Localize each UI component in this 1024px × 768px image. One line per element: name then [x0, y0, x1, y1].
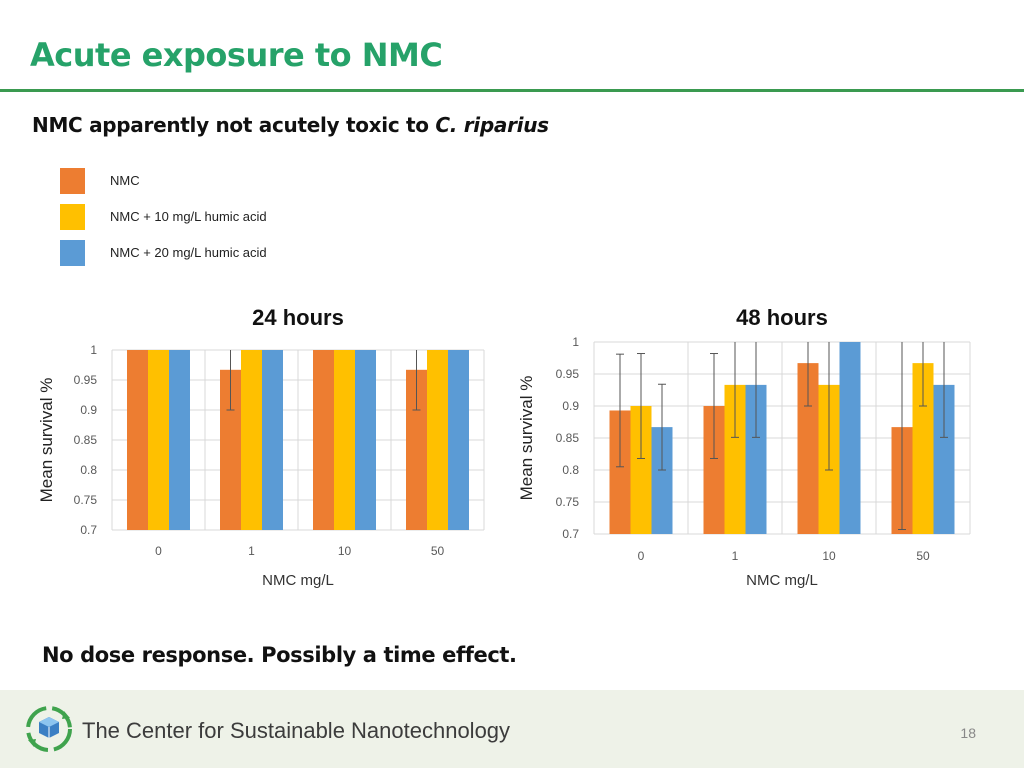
x-category-label: 50	[916, 549, 930, 563]
bar	[797, 363, 819, 534]
slide-subtitle: NMC apparently not acutely toxic to C. r…	[32, 113, 549, 137]
bar	[839, 342, 861, 534]
chart-title: 48 hours	[736, 305, 828, 330]
legend-swatch-nmc	[60, 168, 85, 194]
y-axis-label: Mean survival %	[517, 376, 536, 501]
bar	[334, 350, 355, 530]
sustainable-nanotech-logo-icon	[26, 706, 72, 752]
x-category-label: 50	[431, 544, 445, 558]
legend-item-nmc-10-humic: NMC + 10 mg/L humic acid	[60, 204, 380, 230]
subtitle-species: C. riparius	[435, 113, 549, 137]
x-axis-label: NMC mg/L	[262, 572, 334, 589]
bar	[609, 410, 631, 534]
x-category-label: 1	[732, 549, 739, 563]
y-tick-label: 0.9	[80, 403, 97, 417]
y-tick-label: 0.8	[80, 463, 97, 477]
y-tick-label: 1	[572, 335, 579, 349]
y-tick-label: 0.7	[80, 523, 97, 537]
y-tick-label: 0.95	[556, 367, 580, 381]
bar	[448, 350, 469, 530]
y-tick-label: 0.9	[562, 399, 579, 413]
x-category-label: 10	[822, 549, 836, 563]
bar	[912, 363, 934, 534]
x-category-label: 10	[338, 544, 352, 558]
y-tick-label: 1	[90, 343, 97, 357]
bar	[148, 350, 169, 530]
bar	[427, 350, 448, 530]
bar	[169, 350, 190, 530]
legend-label-nmc-20-humic: NMC + 20 mg/L humic acid	[110, 245, 267, 260]
x-category-label: 1	[248, 544, 255, 558]
legend-swatch-nmc-10-humic	[60, 204, 85, 230]
x-axis-label: NMC mg/L	[746, 572, 818, 589]
bar	[933, 384, 955, 534]
legend-swatch-nmc-20-humic	[60, 240, 85, 266]
slide-title: Acute exposure to NMC	[30, 36, 443, 74]
bar	[406, 369, 427, 530]
y-axis-label: Mean survival %	[37, 378, 56, 503]
y-tick-label: 0.7	[562, 527, 579, 541]
footer-bar: The Center for Sustainable Nanotechnolog…	[0, 690, 1024, 768]
chart-24-hours: 24 hours 0.7 0.75 0.8 0.85 0.9 0.95 1 0 1 10 50 NMC …	[0, 295, 500, 595]
y-tick-label: 0.75	[556, 495, 580, 509]
bar	[703, 406, 725, 534]
bar	[355, 350, 376, 530]
bar	[745, 384, 767, 534]
title-divider	[0, 89, 1024, 92]
bar	[630, 406, 652, 534]
y-tick-label: 0.85	[74, 433, 98, 447]
legend-item-nmc-20-humic: NMC + 20 mg/L humic acid	[60, 240, 380, 266]
legend-label-nmc: NMC	[110, 173, 140, 188]
legend-item-nmc: NMC	[60, 168, 380, 194]
y-tick-label: 0.75	[74, 493, 98, 507]
bar	[313, 350, 334, 530]
footer-organization-name: The Center for Sustainable Nanotechnolog…	[82, 718, 511, 743]
page-number: 18	[960, 725, 976, 741]
conclusion-text: No dose response. Possibly a time effect…	[42, 643, 517, 667]
bar	[241, 350, 262, 530]
bar	[220, 369, 241, 530]
bar	[262, 350, 283, 530]
chart-title: 24 hours	[252, 305, 344, 330]
y-tick-label: 0.8	[562, 463, 579, 477]
bar	[724, 384, 746, 534]
bar	[127, 350, 148, 530]
bar	[651, 427, 673, 534]
x-category-label: 0	[638, 549, 645, 563]
subtitle-text: NMC apparently not acutely toxic to	[32, 113, 436, 137]
chart-48-hours: 48 hours 0.7 0.75 0.8 0.85 0.9 0.95 1 0 1 10 50 NMC …	[500, 295, 1000, 595]
y-tick-label: 0.85	[556, 431, 580, 445]
y-tick-label: 0.95	[74, 373, 98, 387]
x-category-label: 0	[155, 544, 162, 558]
legend-label-nmc-10-humic: NMC + 10 mg/L humic acid	[110, 209, 267, 224]
